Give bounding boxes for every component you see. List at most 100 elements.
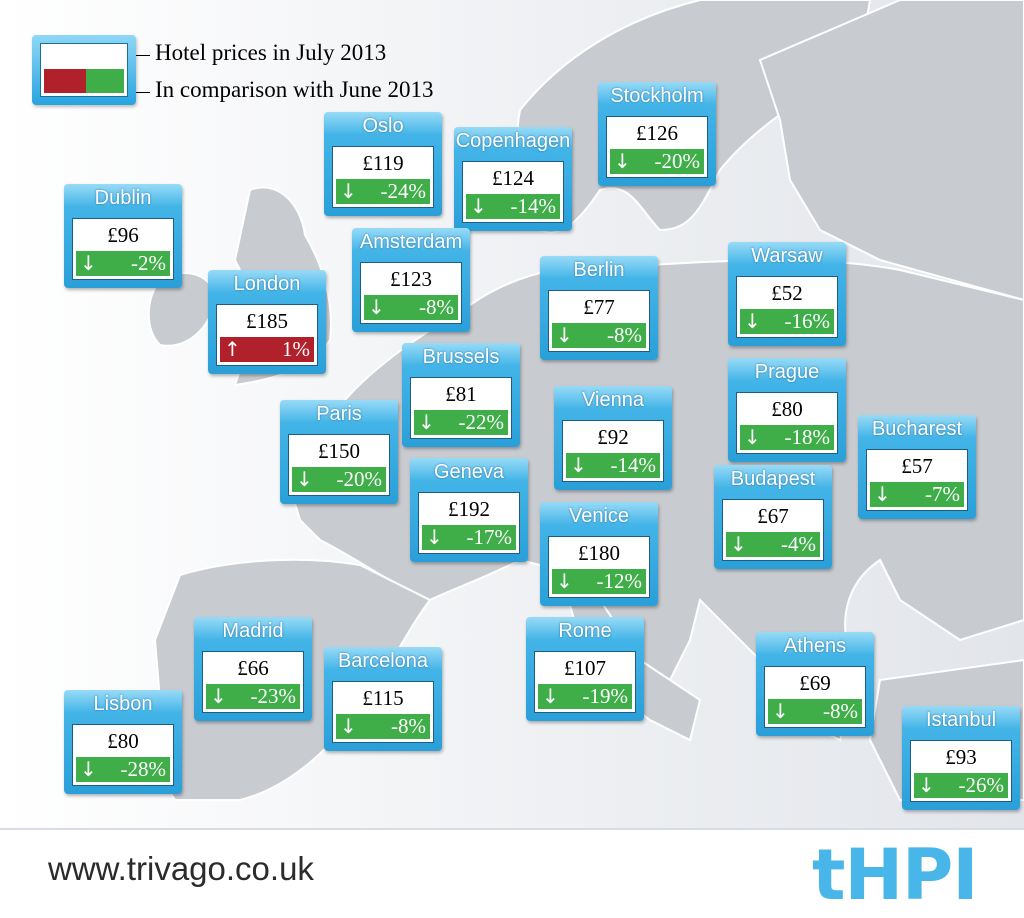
city-price-panel: £66 ↓ -23% bbox=[202, 651, 304, 713]
price-change-value: -18% bbox=[784, 425, 831, 449]
arrow-down-icon: ↓ bbox=[744, 425, 761, 449]
arrow-down-icon: ↓ bbox=[772, 699, 789, 723]
city-price: £123 bbox=[390, 267, 432, 291]
price-change-bar: ↓ -8% bbox=[336, 714, 430, 739]
price-change-value: -16% bbox=[784, 309, 831, 333]
arrow-down-icon: ↓ bbox=[570, 453, 587, 477]
city-name: Venice bbox=[568, 505, 630, 527]
legend-swatch-box bbox=[32, 35, 136, 105]
price-change-bar: ↓ -8% bbox=[768, 699, 862, 724]
price-change-bar: ↓ -14% bbox=[466, 194, 560, 219]
price-change-bar: ↓ -18% bbox=[740, 425, 834, 450]
price-change-bar: ↓ -28% bbox=[76, 757, 170, 782]
price-change-bar: ↓ -17% bbox=[422, 525, 516, 550]
legend-price-label: Hotel prices in July 2013 bbox=[155, 40, 387, 65]
city-price-panel: £119 ↓ -24% bbox=[332, 146, 434, 208]
arrow-down-icon: ↓ bbox=[80, 757, 97, 781]
city-name: Athens bbox=[783, 635, 847, 657]
city-name: Paris bbox=[316, 403, 362, 425]
price-change-bar: ↓ -8% bbox=[364, 295, 458, 320]
city-name: Dublin bbox=[94, 187, 152, 209]
city-price-panel: £80 ↓ -18% bbox=[736, 392, 838, 454]
city-name: Geneva bbox=[433, 461, 505, 483]
price-change-value: -26% bbox=[958, 773, 1005, 797]
legend-line-price bbox=[136, 55, 150, 56]
arrow-down-icon: ↓ bbox=[730, 532, 747, 556]
footer: www.trivago.co.uk tHPI bbox=[0, 828, 1024, 918]
city-card-london: London £185 ↑ 1% bbox=[208, 270, 326, 374]
city-price: £126 bbox=[636, 121, 678, 145]
city-name: Amsterdam bbox=[359, 231, 463, 253]
arrow-down-icon: ↓ bbox=[470, 194, 487, 218]
city-price: £77 bbox=[583, 295, 615, 319]
price-change-value: -17% bbox=[466, 525, 513, 549]
price-change-bar: ↓ -4% bbox=[726, 532, 820, 557]
city-price-panel: £67 ↓ -4% bbox=[722, 499, 824, 561]
city-price: £69 bbox=[799, 671, 831, 695]
price-change-bar: ↓ -12% bbox=[552, 569, 646, 594]
city-price-panel: £92 ↓ -14% bbox=[562, 420, 664, 482]
city-name: Budapest bbox=[730, 468, 816, 490]
city-card-oslo: Oslo £119 ↓ -24% bbox=[324, 112, 442, 216]
city-price: £185 bbox=[246, 309, 288, 333]
arrow-down-icon: ↓ bbox=[368, 295, 385, 319]
city-name: Bucharest bbox=[871, 418, 963, 440]
arrow-down-icon: ↓ bbox=[296, 467, 313, 491]
city-card-copenhagen: Copenhagen £124 ↓ -14% bbox=[454, 127, 572, 231]
city-price-panel: £57 ↓ -7% bbox=[866, 449, 968, 511]
city-name: Copenhagen bbox=[455, 130, 571, 152]
city-name: Madrid bbox=[222, 620, 284, 642]
price-change-value: -14% bbox=[510, 194, 557, 218]
city-price-panel: £96 ↓ -2% bbox=[72, 218, 174, 280]
arrow-down-icon: ↓ bbox=[340, 179, 357, 203]
price-change-value: -20% bbox=[654, 149, 701, 173]
city-price-panel: £123 ↓ -8% bbox=[360, 262, 462, 324]
city-name: Prague bbox=[754, 361, 820, 383]
city-price: £93 bbox=[945, 745, 977, 769]
city-price-panel: £126 ↓ -20% bbox=[606, 116, 708, 178]
city-name: Istanbul bbox=[925, 709, 997, 731]
city-card-istanbul: Istanbul £93 ↓ -26% bbox=[902, 706, 1020, 810]
city-price-panel: £185 ↑ 1% bbox=[216, 304, 318, 366]
city-price-panel: £180 ↓ -12% bbox=[548, 536, 650, 598]
price-change-value: 1% bbox=[282, 337, 310, 361]
site-url: www.trivago.co.uk bbox=[48, 850, 314, 887]
city-price: £80 bbox=[107, 729, 139, 753]
city-price-panel: £93 ↓ -26% bbox=[910, 740, 1012, 802]
price-change-value: -28% bbox=[120, 757, 167, 781]
city-name: Warsaw bbox=[751, 245, 823, 267]
arrow-down-icon: ↓ bbox=[556, 323, 573, 347]
price-change-value: -12% bbox=[596, 569, 643, 593]
arrow-down-icon: ↓ bbox=[614, 149, 631, 173]
city-card-bucharest: Bucharest £57 ↓ -7% bbox=[858, 415, 976, 519]
city-price: £107 bbox=[564, 656, 606, 680]
legend-line-comparison bbox=[136, 92, 150, 93]
price-change-bar: ↓ -19% bbox=[538, 684, 632, 709]
legend-increase-swatch bbox=[44, 69, 86, 93]
price-change-value: -8% bbox=[419, 295, 454, 319]
arrow-down-icon: ↓ bbox=[340, 714, 357, 738]
city-price-panel: £81 ↓ -22% bbox=[410, 377, 512, 439]
price-change-value: -14% bbox=[610, 453, 657, 477]
city-card-rome: Rome £107 ↓ -19% bbox=[526, 617, 644, 721]
city-price: £66 bbox=[237, 656, 269, 680]
price-change-bar: ↓ -22% bbox=[414, 410, 508, 435]
city-price: £52 bbox=[771, 281, 803, 305]
city-card-prague: Prague £80 ↓ -18% bbox=[728, 358, 846, 462]
city-price-panel: £124 ↓ -14% bbox=[462, 161, 564, 223]
price-change-value: -20% bbox=[336, 467, 383, 491]
city-card-madrid: Madrid £66 ↓ -23% bbox=[194, 617, 312, 721]
city-card-brussels: Brussels £81 ↓ -22% bbox=[402, 343, 520, 447]
price-change-value: -23% bbox=[250, 684, 297, 708]
city-name: Rome bbox=[558, 620, 612, 642]
city-card-athens: Athens £69 ↓ -8% bbox=[756, 632, 874, 736]
city-price-panel: £80 ↓ -28% bbox=[72, 724, 174, 786]
city-price: £92 bbox=[597, 425, 629, 449]
city-name: London bbox=[233, 273, 301, 295]
price-change-value: -24% bbox=[380, 179, 427, 203]
price-change-bar: ↑ 1% bbox=[220, 337, 314, 362]
city-price: £57 bbox=[901, 454, 933, 478]
city-card-berlin: Berlin £77 ↓ -8% bbox=[540, 256, 658, 360]
price-change-bar: ↓ -20% bbox=[292, 467, 386, 492]
price-change-value: -8% bbox=[391, 714, 426, 738]
